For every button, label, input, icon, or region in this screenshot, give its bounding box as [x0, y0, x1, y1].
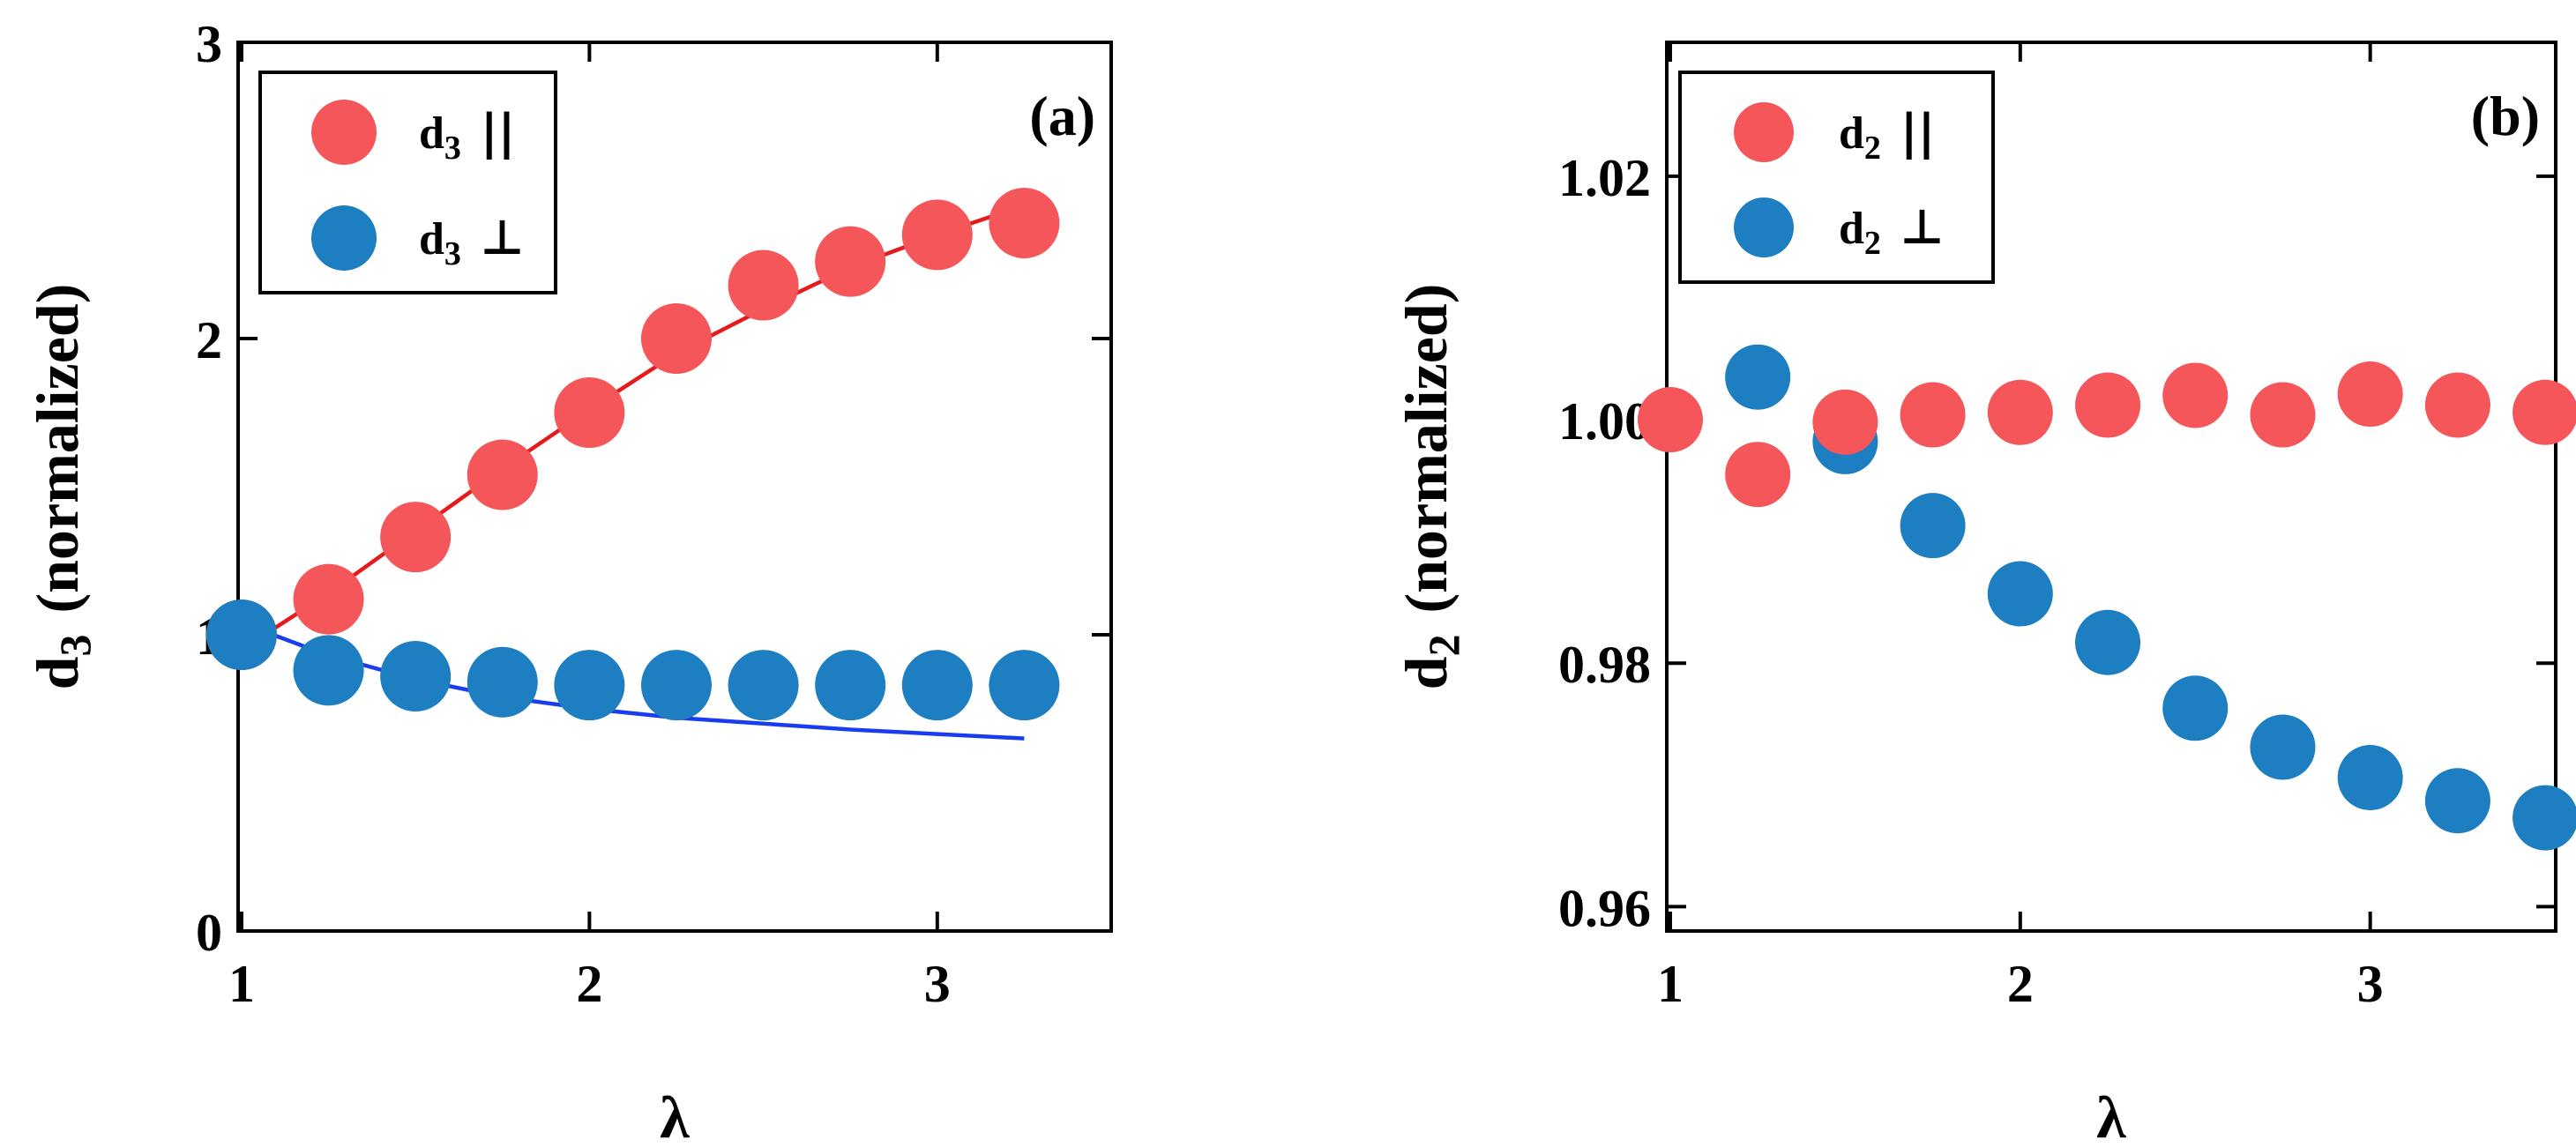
y-axis-label-rest: (normalized): [1393, 284, 1460, 614]
legend-label-symbol: ⊥: [481, 210, 524, 265]
x-tick-label: 2: [2007, 955, 2034, 1013]
y-axis-label-rest: (normalized): [24, 284, 91, 614]
legend-label-main: d: [419, 108, 444, 159]
legend-label-symbol: ||: [1900, 104, 1935, 160]
data-point: [205, 600, 277, 670]
data-point: [989, 650, 1060, 721]
chart-panel-a: 1230123λd3(normalized)(a)d3||d3⊥: [24, 15, 1113, 1147]
x-tick-label: 1: [228, 955, 255, 1013]
data-point: [1812, 389, 1878, 455]
data-point: [901, 199, 973, 271]
legend-marker: [1734, 102, 1794, 162]
legend-label-main: d: [419, 214, 444, 264]
data-point: [901, 650, 973, 721]
panel-label: (b): [2471, 85, 2540, 147]
y-tick-label: 1.00: [1558, 392, 1651, 451]
y-tick-label: 2: [196, 311, 222, 369]
data-point: [815, 650, 886, 721]
data-point: [2337, 745, 2403, 811]
legend-box: [258, 71, 557, 294]
data-point: [293, 563, 364, 635]
y-tick-label: 0.98: [1558, 636, 1651, 694]
legend-marker: [311, 100, 377, 165]
legend-label-symbol: ||: [481, 104, 515, 160]
legend-label-main: d: [1839, 108, 1864, 159]
data-point: [2162, 675, 2229, 741]
y-tick-label: 0.96: [1558, 879, 1651, 937]
data-point: [640, 303, 712, 374]
panel-label: (a): [1029, 85, 1095, 147]
data-point: [2250, 714, 2316, 780]
data-point: [728, 650, 799, 721]
data-point: [1987, 561, 2053, 627]
legend-marker: [311, 205, 377, 271]
plot-frame: [1665, 41, 2557, 933]
y-axis-label: d2 (normalized): [1393, 284, 1468, 690]
data-point: [467, 646, 538, 718]
data-point: [2075, 372, 2141, 438]
legend-label-sub: 2: [1864, 130, 1881, 167]
data-point: [2424, 768, 2490, 834]
x-axis-label: λ: [660, 1084, 690, 1147]
x-tick-label: 1: [1657, 955, 1684, 1013]
y-tick-label: 3: [196, 15, 222, 73]
data-point: [2075, 609, 2141, 675]
data-point: [467, 439, 538, 510]
legend-label-sub: 3: [444, 235, 461, 272]
data-point: [815, 226, 886, 297]
x-tick-label: 3: [2357, 955, 2384, 1013]
data-point: [554, 650, 625, 721]
legend-label: d3 ||: [419, 104, 515, 167]
data-point: [2337, 361, 2403, 428]
data-point: [728, 250, 799, 321]
y-axis-label-sub: 2: [1419, 635, 1468, 657]
data-point: [1637, 387, 1703, 453]
legend-marker: [1734, 197, 1794, 257]
x-axis-label: λ: [2096, 1084, 2126, 1147]
fit-line: [240, 203, 1026, 652]
data-point: [989, 187, 1060, 258]
data-point: [293, 635, 364, 706]
y-axis-label: d3 (normalized): [24, 284, 100, 690]
data-point: [380, 502, 452, 573]
legend-label-sub: 3: [444, 130, 461, 167]
data-point: [2424, 372, 2490, 438]
data-point: [1725, 344, 1791, 410]
x-tick-label: 2: [576, 955, 602, 1013]
data-point: [2250, 382, 2316, 448]
y-tick-label: 1.02: [1558, 149, 1651, 207]
y-tick-label: 0: [196, 904, 222, 962]
data-point: [554, 377, 625, 448]
legend-label: d2 ⊥: [1839, 199, 1944, 262]
data-point: [1987, 379, 2053, 445]
legend-label: d2 ||: [1839, 104, 1935, 167]
fit-line: [241, 621, 1025, 741]
legend-box: [1678, 71, 1995, 284]
data-point: [2162, 362, 2229, 428]
data-point: [2513, 379, 2576, 445]
legend-label: d3 ⊥: [419, 210, 524, 272]
legend-label-sub: 2: [1864, 225, 1881, 262]
data-point: [640, 650, 712, 721]
legend-label-main: d: [1839, 204, 1864, 254]
data-point: [1725, 442, 1791, 508]
x-tick-label: 3: [924, 955, 951, 1013]
data-point: [380, 641, 452, 712]
plot-frame: [236, 41, 1113, 933]
data-point: [1900, 382, 1966, 448]
y-axis-label-main: d: [1393, 656, 1460, 689]
legend-label-symbol: ⊥: [1900, 199, 1944, 255]
y-axis-label-sub: 3: [50, 635, 100, 657]
data-point: [2513, 785, 2576, 851]
y-axis-label-main: d: [24, 656, 91, 689]
data-point: [1900, 493, 1966, 559]
